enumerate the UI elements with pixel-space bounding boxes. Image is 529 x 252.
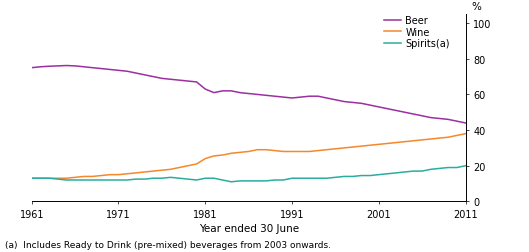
Spirits(a) <box>29 177 35 180</box>
Legend: Beer, Wine, Spirits(a): Beer, Wine, Spirits(a) <box>384 16 450 49</box>
Wine <box>454 134 460 137</box>
Line: Wine: Wine <box>32 134 466 178</box>
Wine <box>315 149 321 152</box>
Beer <box>350 102 356 105</box>
Spirits(a) <box>124 179 130 182</box>
Wine <box>341 147 347 150</box>
Beer <box>63 65 70 68</box>
Text: %: % <box>471 2 481 12</box>
X-axis label: Year ended 30 June: Year ended 30 June <box>198 223 299 233</box>
Spirits(a) <box>454 166 460 169</box>
Beer <box>324 97 330 100</box>
Wine <box>124 173 130 176</box>
Line: Beer: Beer <box>32 66 466 123</box>
Beer <box>462 122 469 125</box>
Wine <box>159 169 165 172</box>
Spirits(a) <box>228 180 234 183</box>
Beer <box>133 72 139 75</box>
Wine <box>167 168 174 171</box>
Spirits(a) <box>159 177 165 180</box>
Beer <box>167 78 174 81</box>
Beer <box>29 67 35 70</box>
Beer <box>454 120 460 123</box>
Beer <box>176 79 183 82</box>
Wine <box>29 177 35 180</box>
Text: (a)  Includes Ready to Drink (pre-mixed) beverages from 2003 onwards.: (a) Includes Ready to Drink (pre-mixed) … <box>5 240 331 249</box>
Wine <box>462 133 469 136</box>
Spirits(a) <box>462 165 469 168</box>
Spirits(a) <box>350 175 356 178</box>
Spirits(a) <box>167 176 174 179</box>
Spirits(a) <box>324 177 330 180</box>
Line: Spirits(a): Spirits(a) <box>32 166 466 182</box>
